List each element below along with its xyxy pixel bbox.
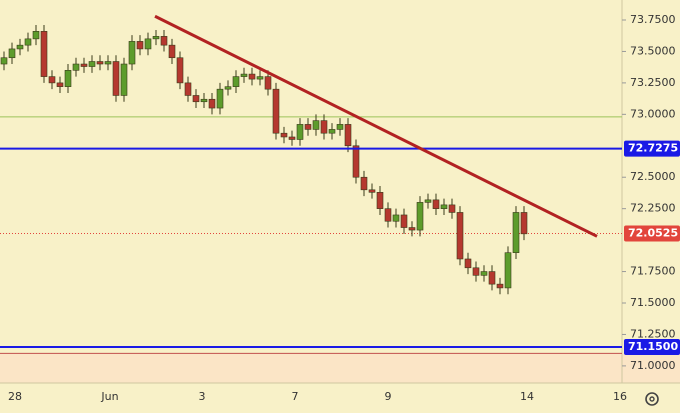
candle-body <box>64 70 72 87</box>
x-tick-label: 3 <box>199 390 206 403</box>
candle-body <box>344 124 352 147</box>
x-tick-label: 28 <box>8 390 22 403</box>
candle-body <box>80 63 88 67</box>
x-tick-label: Jun <box>100 390 118 403</box>
candle-body <box>464 258 472 269</box>
candle-body <box>440 204 448 209</box>
price-tag <box>624 225 680 242</box>
candle-body <box>8 48 16 59</box>
candle-body <box>520 212 528 235</box>
candle-body <box>424 199 432 203</box>
candle-body <box>488 271 496 285</box>
y-tick-label: 71.2500 <box>630 327 676 340</box>
candle-body <box>296 124 304 140</box>
candle-body <box>336 124 344 130</box>
candle-body <box>248 73 256 80</box>
x-tick-label: 14 <box>520 390 534 403</box>
trendline <box>154 14 598 238</box>
candle-body <box>184 82 192 96</box>
zone <box>0 353 680 383</box>
candle-body <box>24 38 32 46</box>
candle-body <box>160 36 168 46</box>
candle-body <box>32 31 40 40</box>
candle-body <box>128 41 136 65</box>
candle-body <box>496 283 504 289</box>
candle-body <box>176 57 184 84</box>
candle-body <box>40 31 48 77</box>
candle-body <box>328 129 336 134</box>
y-tick-label: 73.5000 <box>630 44 676 57</box>
candle-body <box>392 214 400 222</box>
candle-body <box>200 98 208 103</box>
candle-body <box>144 38 152 50</box>
candle-body <box>304 124 312 130</box>
candle-body <box>272 88 280 134</box>
x-tick-label: 9 <box>385 390 392 403</box>
candle-body <box>360 176 368 191</box>
candle-body <box>224 86 232 90</box>
candle-body <box>104 61 112 65</box>
candle-body <box>240 73 248 77</box>
x-tick-label: 16 <box>613 390 627 403</box>
candle-body <box>312 120 320 130</box>
candle-body <box>376 192 384 209</box>
candle-body <box>472 267 480 276</box>
candle-body <box>56 82 64 87</box>
candle-body <box>88 61 96 67</box>
candle-body <box>0 57 8 65</box>
candle-body <box>448 204 456 213</box>
candle-body <box>48 76 56 84</box>
candle-body <box>72 63 80 71</box>
price-tag <box>624 140 680 157</box>
candle-body <box>168 44 176 59</box>
candle-body <box>136 41 144 50</box>
y-tick-label: 71.0000 <box>630 359 676 372</box>
price-tag <box>624 339 680 356</box>
y-tick-label: 72.5000 <box>630 170 676 183</box>
price-label: 71.1500 <box>628 340 678 353</box>
candle-body <box>208 98 216 109</box>
y-tick-label: 71.7500 <box>630 265 676 278</box>
candle-body <box>264 76 272 90</box>
candle-body <box>384 208 392 222</box>
y-tick-label: 73.7500 <box>630 13 676 26</box>
candle-body <box>232 76 240 87</box>
candle-body <box>512 212 520 253</box>
candle-body <box>288 136 296 140</box>
candle-body <box>416 202 424 231</box>
candle-body <box>432 199 440 209</box>
y-tick-label: 71.5000 <box>630 296 676 309</box>
candle-body <box>456 212 464 260</box>
candle-body <box>112 61 120 96</box>
candle-body <box>400 214 408 228</box>
candle-body <box>408 227 416 231</box>
candle-body <box>352 145 360 178</box>
candle-body <box>192 95 200 103</box>
candle-body <box>256 76 264 80</box>
candle-body <box>480 271 488 276</box>
y-axis: 73.7500 73.5000 73.2500 73.0000 72.5000 72.25… <box>622 13 676 372</box>
y-tick-label: 73.0000 <box>630 107 676 120</box>
candle-body <box>320 120 328 134</box>
candle-body <box>96 61 104 65</box>
y-tick-label: 72.2500 <box>630 202 676 215</box>
price-label: 72.7275 <box>628 142 678 155</box>
candle-body <box>504 252 512 289</box>
candle-body <box>280 132 288 138</box>
candle-body <box>368 189 376 193</box>
candle-body <box>152 36 160 40</box>
price-label: 72.0525 <box>628 227 678 240</box>
candle-body <box>120 63 128 96</box>
candle-body <box>16 44 24 50</box>
candle-body <box>216 88 224 109</box>
y-tick-label: 73.2500 <box>630 76 676 89</box>
x-tick-label: 7 <box>292 390 299 403</box>
settings-icon[interactable] <box>645 392 659 406</box>
